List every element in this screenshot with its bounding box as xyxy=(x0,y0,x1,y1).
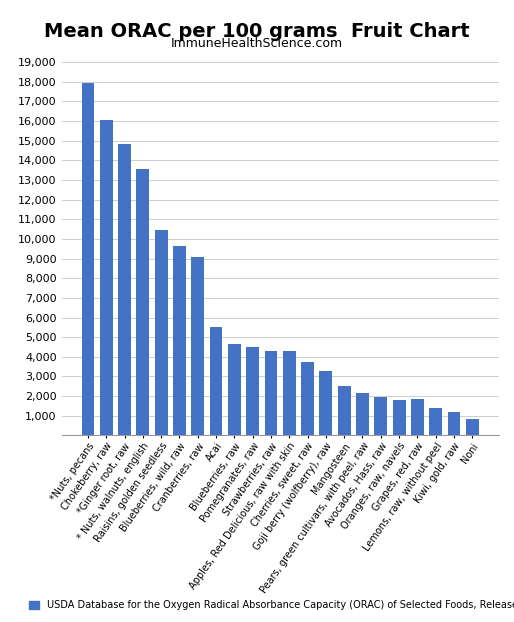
Bar xyxy=(411,399,424,435)
Bar xyxy=(246,348,259,435)
Bar xyxy=(100,120,113,435)
Text: ImmuneHealthScience.com: ImmuneHealthScience.com xyxy=(171,37,343,50)
Bar xyxy=(82,83,95,435)
Bar xyxy=(265,351,278,435)
Bar xyxy=(356,393,369,435)
Bar xyxy=(118,144,131,435)
Text: Mean ORAC per 100 grams  Fruit Chart: Mean ORAC per 100 grams Fruit Chart xyxy=(44,22,470,41)
Bar xyxy=(301,362,314,435)
Bar xyxy=(155,230,168,435)
Bar xyxy=(173,246,186,435)
Bar xyxy=(374,397,387,435)
Bar xyxy=(210,327,223,435)
Bar xyxy=(466,419,479,435)
Legend: USDA Database for the Oxygen Radical Absorbance Capacity (ORAC) of Selected Food: USDA Database for the Oxygen Radical Abs… xyxy=(25,596,514,614)
Bar xyxy=(448,412,461,435)
Bar xyxy=(228,344,241,435)
Bar xyxy=(283,351,296,435)
Bar xyxy=(136,169,149,435)
Bar xyxy=(429,408,442,435)
Bar xyxy=(338,386,351,435)
Bar xyxy=(320,371,332,435)
Bar xyxy=(393,400,406,435)
Bar xyxy=(191,257,204,435)
